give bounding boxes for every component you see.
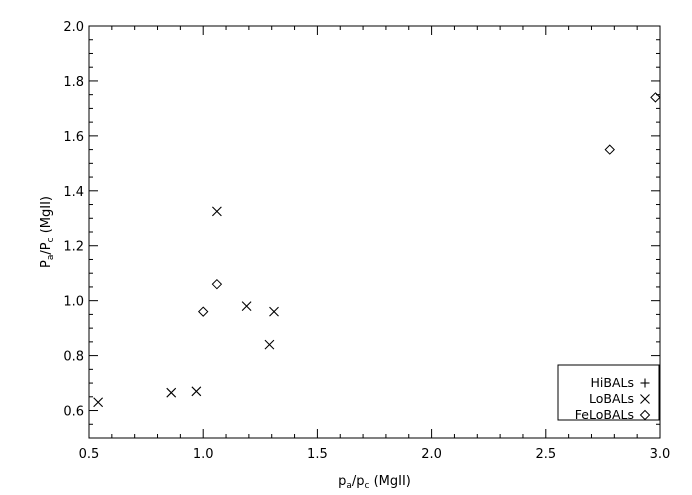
axis-ticks (88, 25, 661, 439)
x-tick-label: 2.5 (535, 447, 556, 462)
lobals-point (212, 206, 222, 217)
lobals-point (93, 397, 104, 408)
x-tick-label: 2.0 (421, 447, 442, 462)
legend-label: FeLoBALs (575, 407, 634, 422)
x-tick-label: 3.0 (650, 447, 671, 462)
y-tick-label: 1.8 (63, 75, 84, 90)
legend-plus-icon (640, 378, 650, 388)
y-tick-label: 0.6 (63, 405, 84, 420)
felobals-point (604, 144, 615, 155)
lobals-point (264, 339, 275, 350)
data-points (93, 92, 661, 408)
y-tick-labels: 0.6 0.8 1.0 1.2 1.4 1.6 1.8 2.0 (63, 20, 84, 420)
legend-box (557, 364, 660, 421)
lobals-point (269, 306, 279, 317)
y-axis-title: Pa/Pc (MgII) (39, 196, 56, 268)
y-tick-label: 2.0 (63, 20, 84, 35)
felobals-point (197, 306, 209, 317)
y-tick-label: 1.0 (63, 295, 84, 310)
legend-diamond-icon (639, 409, 651, 421)
x-tick-label: 1.5 (307, 447, 328, 462)
lobals-point (166, 387, 177, 398)
x-axis-title: pa/pc (MgII) (338, 474, 411, 491)
x-tick-labels: 0.5 1.0 1.5 2.0 2.5 3.0 (79, 447, 671, 462)
felobals-point (211, 278, 223, 290)
y-tick-label: 1.2 (63, 240, 84, 255)
lobals-point (191, 386, 202, 397)
lobals-point (241, 301, 252, 312)
x-tick-label: 0.5 (79, 447, 100, 462)
legend-cross-icon (640, 394, 650, 404)
y-tick-label: 0.8 (63, 350, 84, 365)
y-tick-label: 1.4 (63, 185, 84, 200)
legend-label: LoBALs (589, 391, 634, 406)
y-tick-label: 1.6 (63, 130, 84, 145)
legend-label: HiBALs (591, 375, 634, 390)
x-tick-label: 1.0 (193, 447, 214, 462)
felobals-point (650, 92, 661, 103)
